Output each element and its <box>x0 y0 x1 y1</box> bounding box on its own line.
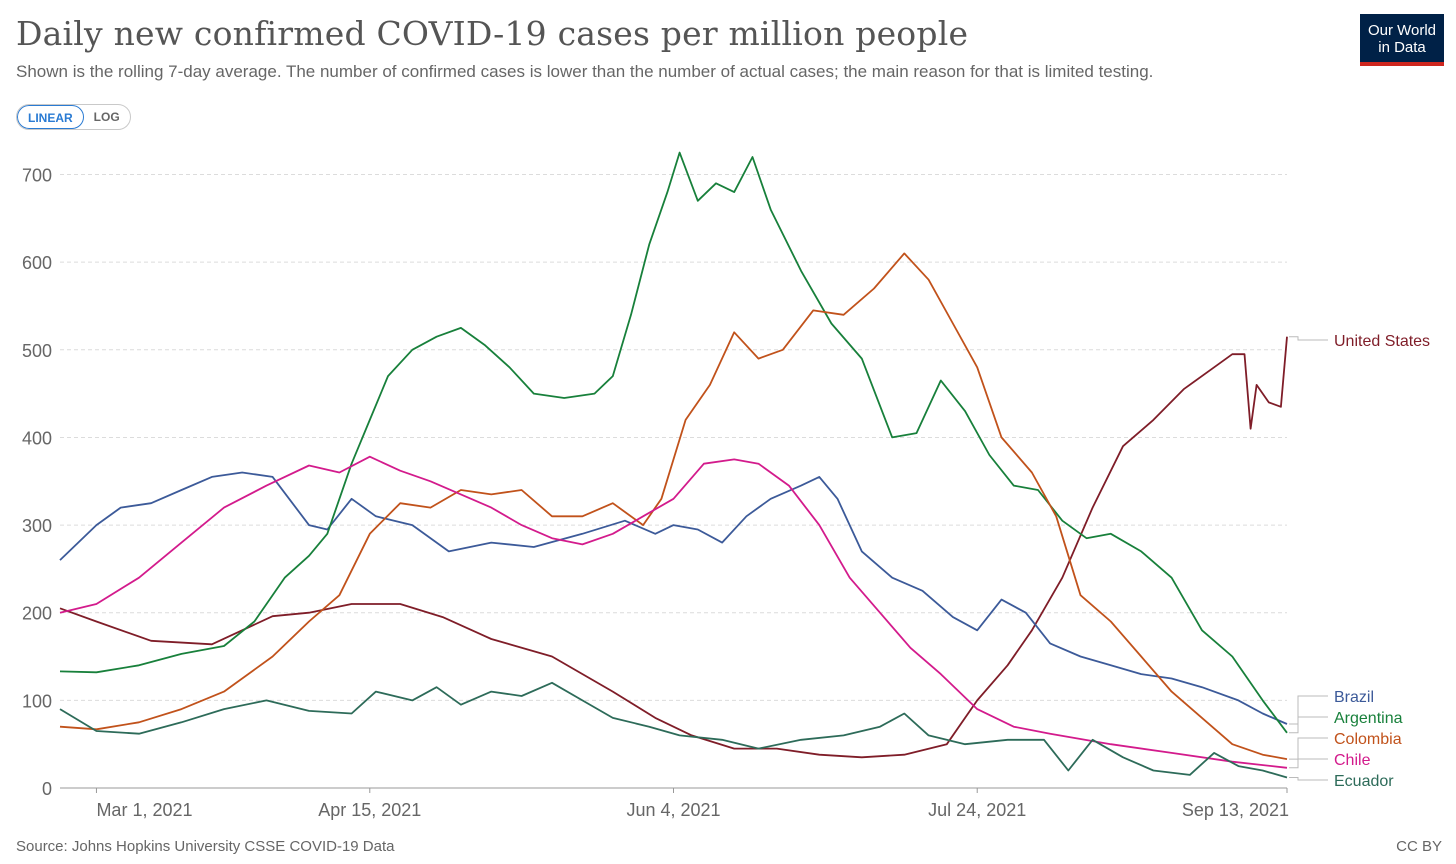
chart-title: Daily new confirmed COVID-19 cases per m… <box>16 14 969 53</box>
legend-connector <box>1289 737 1328 760</box>
x-tick-label: Jun 4, 2021 <box>626 800 720 820</box>
chart-subtitle: Shown is the rolling 7-day average. The … <box>16 62 1154 81</box>
x-tick-label: Apr 15, 2021 <box>318 800 421 820</box>
y-tick-label: 600 <box>22 253 52 273</box>
source-note[interactable]: Source: Johns Hopkins University CSSE CO… <box>16 838 395 855</box>
series-line-chile <box>59 455 1288 769</box>
legend-label-united-states: United States <box>1334 333 1430 350</box>
y-tick-label: 0 <box>42 779 52 799</box>
legend-label-colombia: Colombia <box>1334 731 1402 748</box>
x-tick-label: Mar 1, 2021 <box>96 800 192 820</box>
legend-label-brazil: Brazil <box>1334 689 1374 706</box>
y-tick-label: 400 <box>22 428 52 448</box>
series-line-argentina <box>59 151 1288 734</box>
log-scale-button[interactable]: LOG <box>93 110 120 124</box>
legend-connector <box>1289 758 1328 769</box>
linear-scale-button[interactable]: LINEAR <box>17 105 84 129</box>
legend-label-argentina: Argentina <box>1334 710 1403 727</box>
y-tick-label: 200 <box>22 604 52 624</box>
legend-connector <box>1289 716 1328 734</box>
legend-label-ecuador: Ecuador <box>1334 773 1394 790</box>
y-tick-label: 500 <box>22 341 52 361</box>
owid-logo[interactable]: Our World in Data <box>1360 14 1444 66</box>
scale-toggle: LINEAR LOG <box>16 104 131 130</box>
y-tick-label: 300 <box>22 516 52 536</box>
logo-line-2: in Data <box>1378 39 1426 56</box>
y-tick-label: 700 <box>22 166 52 186</box>
series-line-brazil <box>59 471 1288 725</box>
y-tick-label: 100 <box>22 691 52 711</box>
logo-line-1: Our World <box>1367 22 1437 39</box>
legend-connector <box>1289 777 1328 781</box>
series-line-colombia <box>59 252 1288 760</box>
legend-connector <box>1289 336 1328 341</box>
x-tick-label: Sep 13, 2021 <box>1182 800 1289 820</box>
x-tick-label: Jul 24, 2021 <box>928 800 1026 820</box>
legend-label-chile: Chile <box>1334 752 1371 769</box>
series-line-ecuador <box>59 681 1288 779</box>
license-label[interactable]: CC BY <box>1396 838 1442 855</box>
series-line-united-states <box>59 336 1288 759</box>
legend-connector <box>1289 695 1328 725</box>
